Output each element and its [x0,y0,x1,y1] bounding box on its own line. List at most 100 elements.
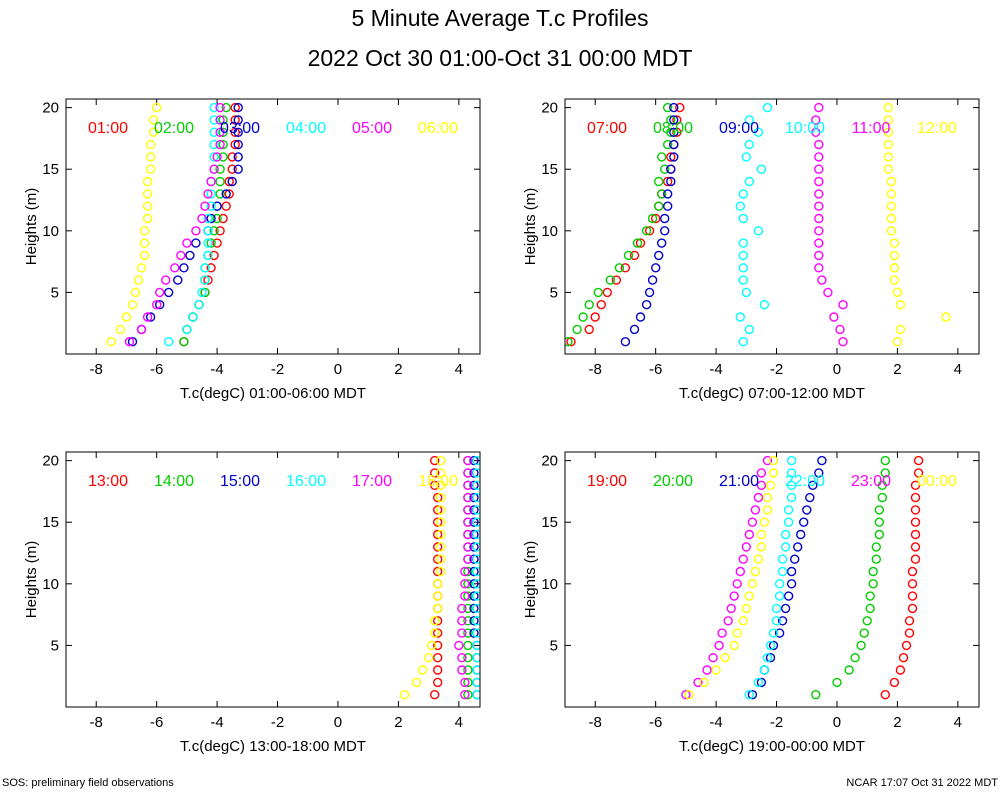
data-point [463,566,473,577]
legend-label: 10:00 [785,120,825,137]
data-point [200,275,210,285]
data-point [883,139,893,150]
data-point [433,579,443,589]
data-point [814,238,824,248]
data-point [744,324,754,335]
data-point [151,102,162,113]
data-point [460,690,470,700]
data-point [233,102,243,113]
data-point [783,505,794,515]
data-point [212,238,222,248]
x-tick-label: 2 [394,714,402,731]
data-point [868,566,878,577]
data-point [732,579,742,589]
y-tick-label: 10 [42,223,59,240]
y-tick-label: 5 [550,637,558,654]
y-tick-label: 15 [42,514,59,531]
data-point [463,529,473,540]
data-point [430,480,440,490]
data-point [212,152,222,162]
data-point [433,640,443,651]
y-axis-label: Heights (m) [23,188,40,266]
data-point [227,152,237,162]
data-point [759,517,770,527]
data-point [811,690,821,700]
data-point [203,226,213,236]
data-point [602,287,612,298]
data-point [768,468,779,478]
series-1600 [472,455,480,700]
data-point [684,690,694,700]
data-point [907,603,918,614]
data-point [799,517,809,527]
data-point [436,455,446,466]
data-point [463,640,473,651]
legend-label: 15:00 [220,473,260,490]
data-point [913,468,924,478]
data-point [756,542,767,552]
data-point [669,152,679,162]
data-point [714,640,724,651]
data-point [230,139,240,150]
data-point [783,591,794,601]
data-point [666,176,676,187]
data-point [729,591,739,601]
data-point [436,505,446,515]
data-point [889,275,900,285]
data-point [188,312,198,322]
data-point [786,455,797,466]
data-point [212,213,222,224]
data-point [786,468,797,478]
x-tick-label: -6 [649,714,662,731]
y-tick-label: 10 [42,576,59,593]
data-point [230,115,240,125]
data-point [218,115,228,125]
data-point [472,628,480,638]
data-point [723,616,733,626]
legend-label: 14:00 [154,473,194,490]
data-point [206,189,216,199]
data-point [224,189,234,199]
data-point [814,263,824,273]
data-point [472,640,480,651]
data-point [641,226,652,236]
legend-label: 03:00 [220,120,260,137]
data-point [565,337,573,347]
legend-label: 13:00 [88,473,128,490]
y-tick-label: 20 [541,100,558,117]
legend-label: 17:00 [352,473,392,490]
x-tick-label: -6 [649,361,662,378]
data-point [469,566,479,577]
y-axis-label: Heights (m) [522,188,539,266]
data-point [472,505,480,515]
data-point [838,337,848,347]
data-point [780,529,791,540]
plot-frame [65,451,481,708]
data-point [744,115,754,125]
data-point [786,579,797,589]
series-1000 [735,102,773,347]
x-tick-label: 4 [455,714,463,731]
data-point [886,201,897,211]
x-tick-label: -2 [271,361,284,378]
data-point [472,591,480,601]
data-point [463,492,473,503]
y-axis-label: Heights (m) [23,541,40,619]
data-point [796,529,806,540]
legend-label: 19:00 [587,473,627,490]
data-point [669,102,679,113]
data-point [623,250,634,261]
data-point [786,480,797,490]
data-point [433,665,443,675]
data-point [142,312,153,322]
x-tick-label: 4 [954,714,962,731]
data-point [663,201,673,211]
data-point [693,677,703,688]
y-tick-label: 5 [51,284,59,301]
data-point [765,480,776,490]
legend-label: 06:00 [418,120,458,137]
data-point [472,603,480,614]
series-2100 [747,455,827,700]
legend-label: 12:00 [917,120,957,137]
data-point [814,201,824,211]
